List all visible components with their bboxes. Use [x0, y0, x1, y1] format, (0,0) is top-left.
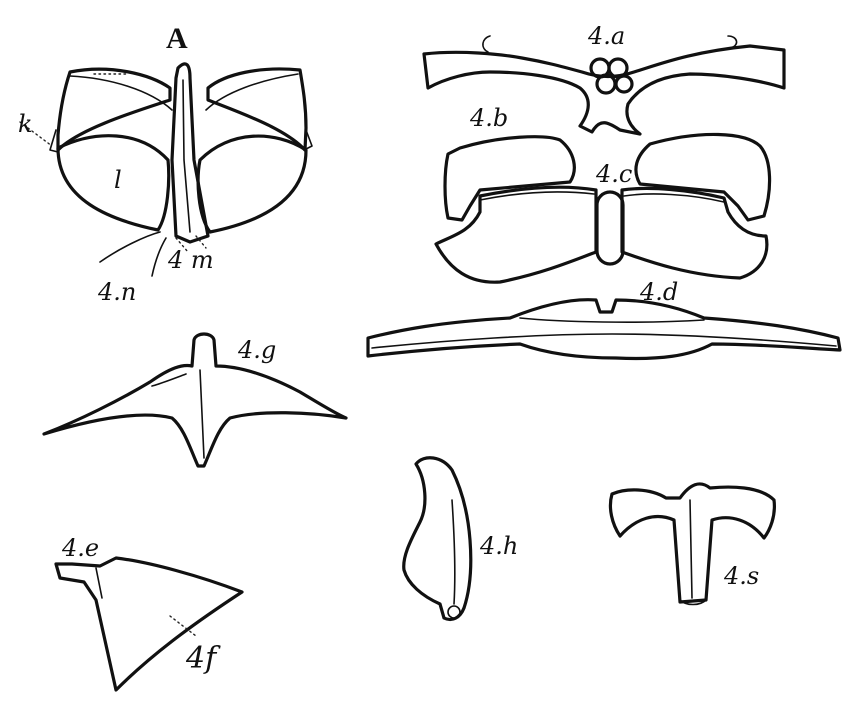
figure-4g — [42, 332, 348, 468]
label-4m: 4 m — [167, 246, 214, 274]
label-4a: 4.a — [587, 22, 625, 50]
figure-4s — [608, 482, 776, 606]
label-4e: 4.e — [61, 534, 99, 562]
label-k: k — [18, 110, 33, 138]
label-4d: 4.d — [639, 278, 678, 306]
label-l: l — [114, 166, 122, 194]
figure-4a — [422, 35, 786, 136]
figure-4d — [366, 298, 842, 361]
label-4g: 4.g — [237, 336, 276, 364]
label-4n: 4.n — [97, 278, 136, 306]
figure-a — [19, 62, 313, 277]
label-4h: 4.h — [479, 532, 518, 560]
label-A: A — [166, 22, 188, 55]
label-4c: 4.c — [595, 160, 632, 188]
label-4b: 4.b — [469, 104, 508, 132]
label-4f: 4f — [185, 641, 221, 676]
figure-4h — [402, 456, 473, 622]
label-4s: 4.s — [723, 562, 759, 590]
figure-4e-4f — [54, 556, 244, 692]
figure-4b-4c — [434, 132, 772, 284]
